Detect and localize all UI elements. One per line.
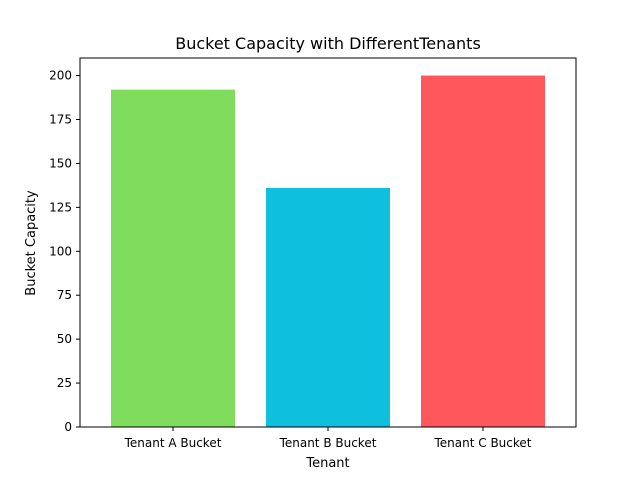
x-axis: Tenant A Bucket Tenant B Bucket Tenant C B… bbox=[124, 427, 532, 450]
bar-tenant-b-bucket bbox=[266, 188, 390, 427]
y-tick-label: 100 bbox=[49, 244, 72, 258]
x-tick-label: Tenant B Bucket bbox=[279, 436, 377, 450]
bar-tenant-a-bucket bbox=[111, 89, 235, 427]
y-tick-label: 125 bbox=[49, 200, 72, 214]
bars-group bbox=[111, 75, 545, 428]
chart-title: Bucket Capacity with DifferentTenants bbox=[175, 34, 481, 53]
bar-tenant-c-bucket bbox=[421, 75, 545, 428]
y-tick-label: 150 bbox=[49, 156, 72, 170]
y-axis-label: Bucket Capacity bbox=[24, 190, 39, 296]
y-tick-label: 25 bbox=[57, 376, 72, 390]
plot-frame bbox=[79, 57, 577, 428]
x-tick-label: Tenant C Bucket bbox=[434, 436, 532, 450]
y-tick-label: 50 bbox=[57, 332, 72, 346]
y-axis: 0 25 50 75 100 125 150 175 200 bbox=[49, 69, 80, 434]
x-axis-label: Tenant bbox=[305, 456, 349, 471]
y-tick-label: 175 bbox=[49, 113, 72, 127]
y-tick-label: 0 bbox=[64, 420, 72, 434]
y-tick-label: 75 bbox=[57, 288, 72, 302]
y-tick-label: 200 bbox=[49, 69, 72, 83]
x-tick-label: Tenant A Bucket bbox=[124, 436, 222, 450]
